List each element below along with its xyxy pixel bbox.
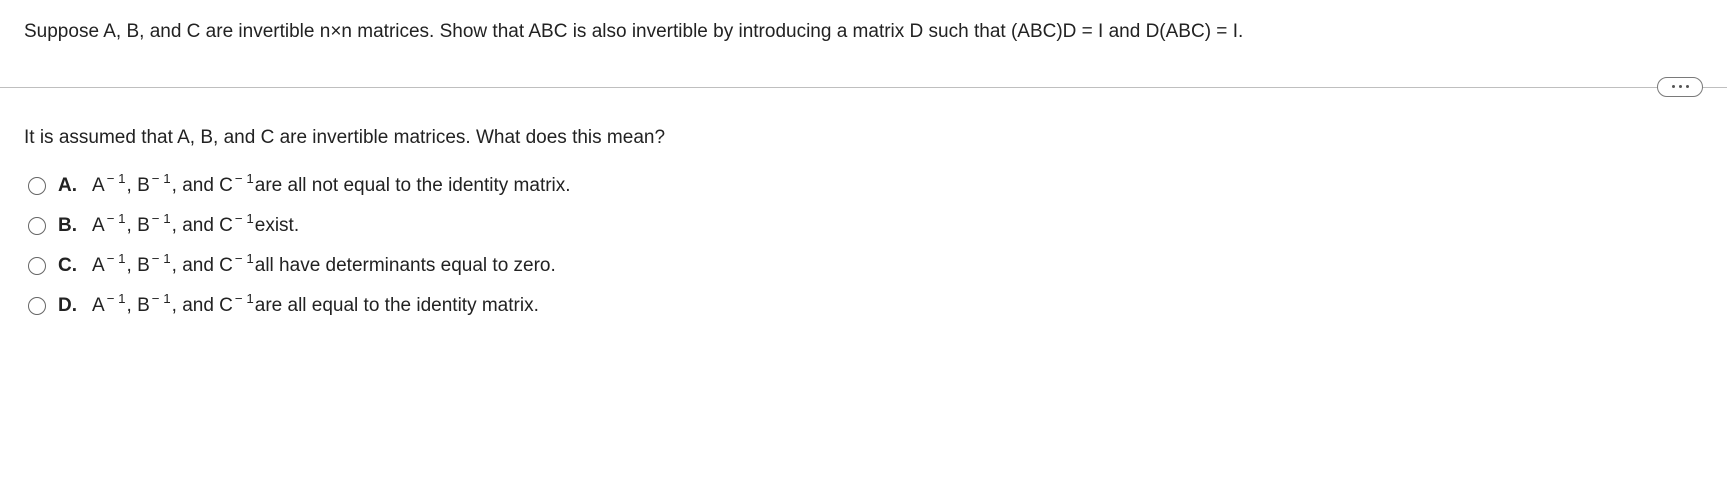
divider-line xyxy=(0,87,1727,88)
exp-b: − 1 xyxy=(152,211,171,226)
matrix-a: A xyxy=(92,255,105,277)
radio-a[interactable] xyxy=(28,177,46,195)
exp-b: − 1 xyxy=(152,251,171,266)
matrix-a: A xyxy=(92,295,105,317)
option-tail: all have determinants equal to zero. xyxy=(255,255,556,277)
exp-a: − 1 xyxy=(107,211,126,226)
option-letter: B. xyxy=(58,215,80,237)
exp-b: − 1 xyxy=(152,291,171,306)
option-c[interactable]: C. A− 1, B− 1, and C− 1 all have determi… xyxy=(28,255,1703,277)
eq-1: = xyxy=(1076,21,1098,42)
option-tail: are all not equal to the identity matrix… xyxy=(255,175,571,197)
more-icon xyxy=(1672,85,1675,88)
exp-a: − 1 xyxy=(107,291,126,306)
option-text: A− 1, B− 1, and C− 1 are all not equal t… xyxy=(92,175,571,197)
option-a[interactable]: A. A− 1, B− 1, and C− 1 are all not equa… xyxy=(28,175,1703,197)
problem-text-1: Suppose A, B, and C are invertible n xyxy=(24,21,330,42)
matrix-c: , and C xyxy=(172,255,233,277)
option-b[interactable]: B. A− 1, B− 1, and C− 1 exist. xyxy=(28,215,1703,237)
option-letter: A. xyxy=(58,175,80,197)
option-text: A− 1, B− 1, and C− 1 exist. xyxy=(92,215,299,237)
option-letter: C. xyxy=(58,255,80,277)
option-text: A− 1, B− 1, and C− 1 all have determinan… xyxy=(92,255,556,277)
more-button[interactable] xyxy=(1657,77,1703,97)
problem-period: . xyxy=(1238,21,1243,42)
matrix-b: , B xyxy=(127,215,150,237)
matrix-a: A xyxy=(92,215,105,237)
question-text: It is assumed that A, B, and C are inver… xyxy=(24,127,1703,149)
option-tail: exist. xyxy=(255,215,299,237)
radio-d[interactable] xyxy=(28,297,46,315)
problem-and: and D(ABC) xyxy=(1103,21,1211,42)
option-text: A− 1, B− 1, and C− 1 are all equal to th… xyxy=(92,295,539,317)
exp-a: − 1 xyxy=(107,171,126,186)
matrix-b: , B xyxy=(127,175,150,197)
option-letter: D. xyxy=(58,295,80,317)
exp-b: − 1 xyxy=(152,171,171,186)
matrix-b: , B xyxy=(127,295,150,317)
matrix-b: , B xyxy=(127,255,150,277)
more-icon xyxy=(1686,85,1689,88)
exp-c: − 1 xyxy=(235,251,254,266)
problem-statement: Suppose A, B, and C are invertible n×n m… xyxy=(24,18,1703,47)
option-d[interactable]: D. A− 1, B− 1, and C− 1 are all equal to… xyxy=(28,295,1703,317)
exp-c: − 1 xyxy=(235,211,254,226)
matrix-c: , and C xyxy=(172,295,233,317)
exp-c: − 1 xyxy=(235,171,254,186)
problem-text-2: n matrices. Show that ABC is also invert… xyxy=(341,21,1076,42)
exp-a: − 1 xyxy=(107,251,126,266)
option-tail: are all equal to the identity matrix. xyxy=(255,295,539,317)
divider-row xyxy=(24,75,1703,99)
options-group: A. A− 1, B− 1, and C− 1 are all not equa… xyxy=(24,175,1703,317)
radio-b[interactable] xyxy=(28,217,46,235)
exp-c: − 1 xyxy=(235,291,254,306)
matrix-c: , and C xyxy=(172,175,233,197)
more-icon xyxy=(1679,85,1682,88)
eq-2: = xyxy=(1211,21,1233,42)
times-symbol: × xyxy=(330,21,341,42)
matrix-a: A xyxy=(92,175,105,197)
radio-c[interactable] xyxy=(28,257,46,275)
matrix-c: , and C xyxy=(172,215,233,237)
